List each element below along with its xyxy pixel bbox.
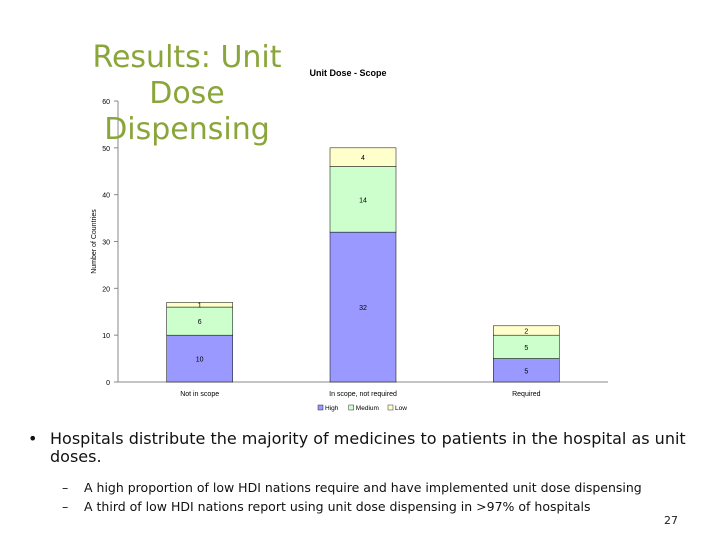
legend-swatch bbox=[387, 404, 394, 411]
bullet-item: • Hospitals distribute the majority of m… bbox=[28, 430, 708, 466]
x-tick-label: In scope, not required bbox=[329, 391, 397, 398]
bar-segment bbox=[166, 306, 233, 336]
page-number: 27 bbox=[664, 514, 678, 527]
bar-segment bbox=[329, 166, 397, 233]
data-label: 14 bbox=[359, 197, 367, 204]
data-label: 6 bbox=[198, 319, 202, 326]
sub-bullet-item: – A high proportion of low HDI nations r… bbox=[28, 478, 708, 497]
data-label: 2 bbox=[524, 328, 528, 335]
dash-icon: – bbox=[62, 480, 69, 495]
y-tick-label: 10 bbox=[102, 333, 110, 340]
chart-title: Unit Dose - Scope bbox=[309, 68, 386, 78]
y-tick-label: 60 bbox=[102, 99, 110, 106]
x-tick-label: Required bbox=[512, 391, 541, 398]
bullet-dot-icon: • bbox=[28, 429, 38, 448]
legend-swatch bbox=[317, 404, 324, 411]
legend-entry: High bbox=[325, 405, 339, 412]
data-label: 32 bbox=[359, 305, 367, 312]
y-tick-label: 40 bbox=[102, 193, 110, 200]
bar-segment bbox=[329, 231, 397, 383]
data-label: 10 bbox=[196, 357, 204, 364]
legend-entry: Medium bbox=[356, 405, 379, 412]
bar-segment bbox=[166, 334, 233, 383]
y-tick-label: 20 bbox=[102, 286, 110, 293]
sub-bullet-text: A third of low HDI nations report using … bbox=[84, 499, 591, 514]
slide-title: Results: Unit Dose Dispensing bbox=[92, 40, 282, 147]
bar-segment bbox=[166, 302, 233, 308]
dash-icon: – bbox=[62, 499, 69, 514]
sub-bullet-list: – A high proportion of low HDI nations r… bbox=[28, 478, 708, 516]
bar-chart: Unit Dose - Scope 0 10 20 30 40 50 60 Number of … bbox=[91, 68, 608, 412]
sub-bullet-item: – A third of low HDI nations report usin… bbox=[28, 497, 708, 516]
data-label: 5 bbox=[524, 368, 528, 375]
y-tick-label: 30 bbox=[102, 240, 110, 247]
legend-swatch bbox=[348, 404, 354, 411]
data-label: 1 bbox=[198, 303, 202, 310]
y-tick-label: 0 bbox=[106, 380, 110, 387]
x-tick-label: Not in scope bbox=[180, 391, 219, 398]
y-axis-label: Number of Countries bbox=[91, 209, 98, 274]
bullet-text: Hospitals distribute the majority of med… bbox=[50, 429, 686, 466]
data-label: 4 bbox=[361, 155, 365, 162]
data-label: 5 bbox=[524, 345, 528, 352]
bar-segment bbox=[493, 325, 560, 336]
y-tick-label: 50 bbox=[102, 146, 110, 153]
bar-segment bbox=[329, 147, 397, 167]
sub-bullet-text: A high proportion of low HDI nations req… bbox=[84, 480, 642, 495]
bullet-list: • Hospitals distribute the majority of m… bbox=[28, 430, 708, 516]
legend-entry: Low bbox=[395, 405, 407, 412]
